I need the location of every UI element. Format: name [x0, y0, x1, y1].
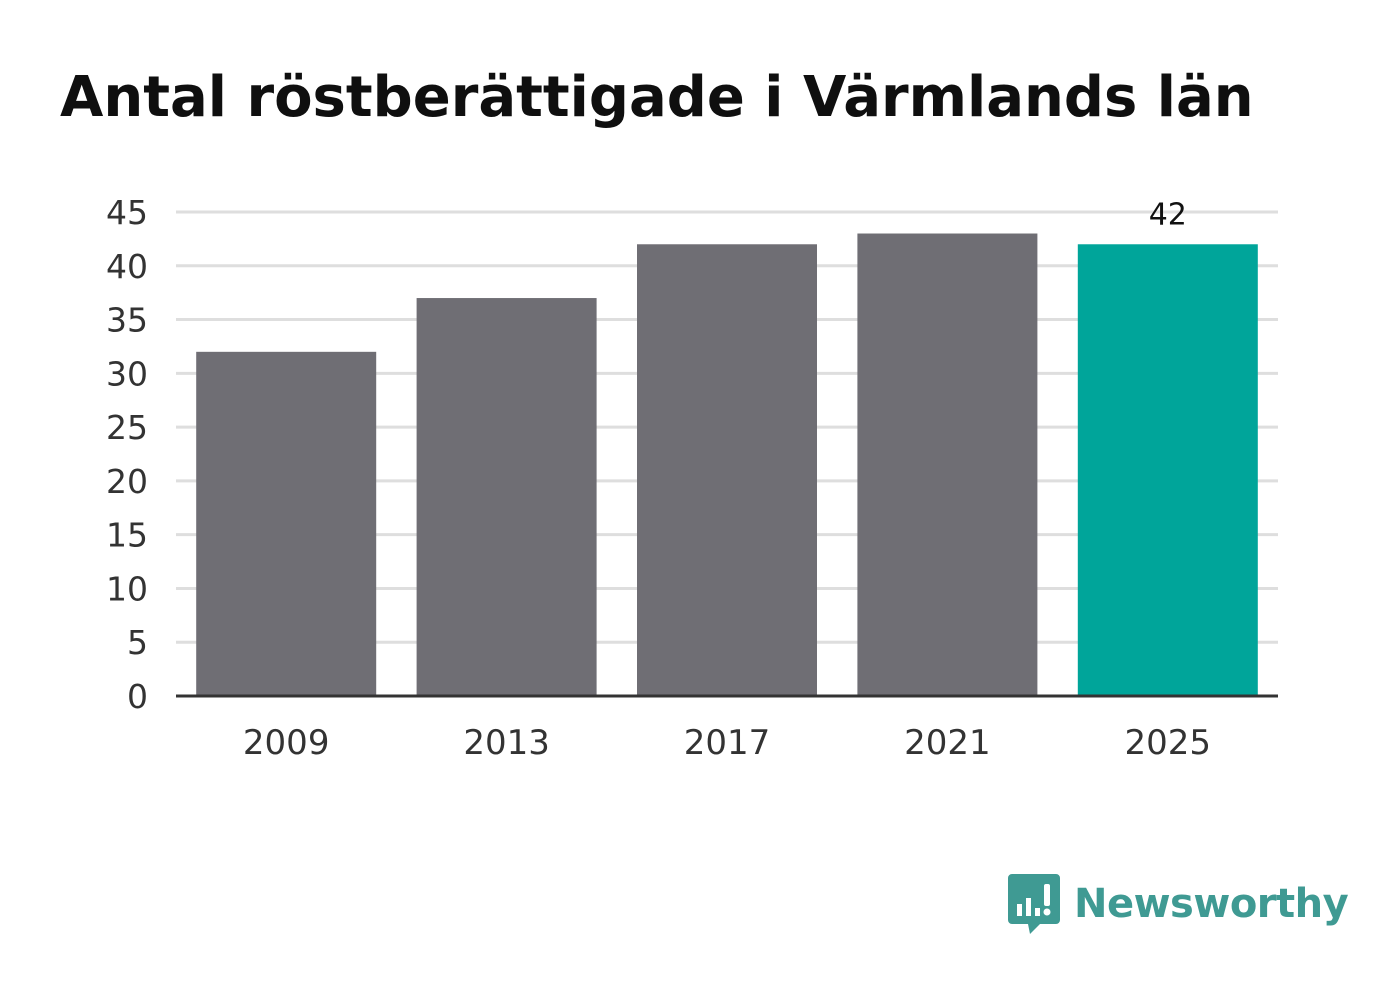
y-tick-label: 10 [106, 569, 148, 608]
bars [196, 233, 1258, 696]
y-tick-label: 40 [106, 247, 148, 286]
bar [1077, 244, 1258, 696]
y-tick-label: 25 [106, 408, 148, 447]
x-axis-ticks: 2009 2013 2017 2021 2025 [243, 723, 1211, 763]
bar [857, 233, 1038, 696]
y-tick-label: 0 [127, 677, 148, 716]
bar [416, 298, 597, 696]
y-tick-label: 5 [127, 623, 148, 662]
x-tick-label: 2017 [684, 723, 771, 763]
y-tick-label: 20 [106, 462, 148, 501]
x-tick-label: 2009 [243, 723, 330, 763]
data-label: 42 [1149, 197, 1187, 232]
newsworthy-logo-icon [1008, 874, 1060, 934]
chart-title: Antal röstberättigade i Värmlands län [60, 65, 1254, 130]
x-tick-label: 2021 [904, 723, 991, 763]
y-tick-label: 35 [106, 301, 148, 340]
x-tick-label: 2025 [1125, 723, 1212, 763]
y-axis-ticks: 0 5 10 15 20 25 30 35 40 45 [106, 193, 148, 716]
y-tick-label: 30 [106, 354, 148, 393]
y-tick-label: 45 [106, 193, 148, 232]
bar [637, 244, 817, 696]
brand-logo: Newsworthy [1008, 874, 1349, 934]
y-tick-label: 15 [106, 516, 148, 555]
brand-name: Newsworthy [1074, 881, 1349, 927]
bar [196, 351, 377, 696]
data-labels: 42 [1149, 197, 1187, 232]
x-tick-label: 2013 [463, 723, 550, 763]
